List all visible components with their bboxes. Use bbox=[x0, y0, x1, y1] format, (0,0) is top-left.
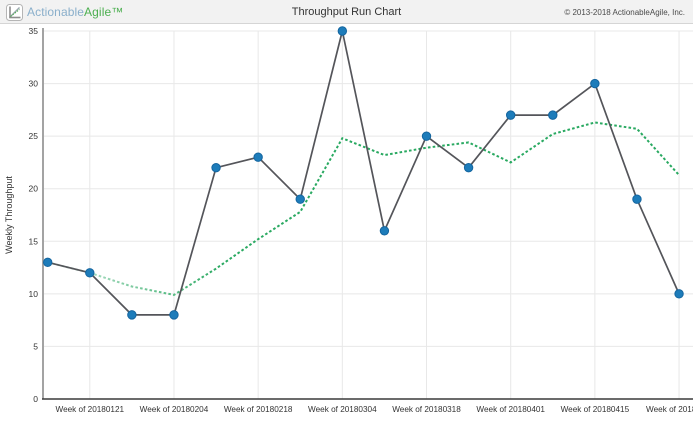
x-tick-label: Week of 2018 bbox=[646, 405, 693, 414]
x-tick-label: Week of 20180204 bbox=[140, 405, 209, 414]
data-point[interactable] bbox=[295, 194, 305, 204]
chart-logo-icon bbox=[6, 3, 23, 21]
header: ActionableAgile™ Throughput Run Chart © … bbox=[0, 0, 693, 24]
data-point[interactable] bbox=[253, 152, 263, 162]
data-point[interactable] bbox=[211, 162, 221, 173]
y-tick-label: 10 bbox=[29, 289, 39, 299]
copyright-text: © 2013-2018 ActionableAgile, Inc. bbox=[564, 8, 685, 17]
data-point[interactable] bbox=[632, 194, 642, 204]
data-point[interactable] bbox=[590, 78, 600, 89]
page-title: Throughput Run Chart bbox=[291, 6, 402, 18]
chart-svg: 0 5 10 15 20 25 30 35 Week of 20180121 Week of 20… bbox=[29, 26, 693, 414]
data-point[interactable] bbox=[505, 110, 516, 120]
throughput-line bbox=[47, 30, 680, 316]
x-tick-label: Week of 20180121 bbox=[55, 405, 124, 414]
y-tick-label: 20 bbox=[29, 184, 39, 194]
throughput-run-chart: 0 5 10 15 20 25 30 35 Week of 20180121 Week of 20… bbox=[0, 24, 693, 428]
y-tick-label: 35 bbox=[29, 26, 39, 36]
data-point[interactable] bbox=[421, 131, 432, 141]
x-tick-label: Week of 20180304 bbox=[308, 405, 377, 414]
data-point[interactable] bbox=[127, 310, 137, 320]
y-tick-label: 0 bbox=[33, 394, 38, 404]
x-tick-label: Week of 20180401 bbox=[476, 405, 545, 414]
y-axis-title: Weekly Throughput bbox=[4, 176, 14, 254]
brand-name-agile: Agile™ bbox=[84, 5, 124, 19]
x-tick-label: Week of 20180415 bbox=[561, 405, 630, 414]
data-point[interactable] bbox=[379, 226, 390, 236]
data-point[interactable] bbox=[548, 110, 558, 120]
data-point[interactable] bbox=[463, 162, 474, 173]
x-tick-label: Week of 20180218 bbox=[224, 405, 293, 414]
trend-line bbox=[47, 121, 680, 296]
brand-name-actionable: Actionable bbox=[27, 5, 85, 19]
brand-logo[interactable]: ActionableAgile™ bbox=[6, 0, 123, 24]
y-tick-label: 5 bbox=[33, 341, 38, 351]
data-point[interactable] bbox=[337, 26, 348, 36]
data-point[interactable] bbox=[674, 289, 684, 299]
x-tick-label: Week of 20180318 bbox=[392, 405, 461, 414]
y-tick-label: 25 bbox=[29, 131, 39, 141]
data-point[interactable] bbox=[85, 268, 95, 278]
data-point[interactable] bbox=[43, 257, 53, 268]
y-tick-label: 15 bbox=[29, 236, 39, 246]
data-point[interactable] bbox=[169, 310, 179, 320]
y-tick-label: 30 bbox=[29, 79, 39, 89]
